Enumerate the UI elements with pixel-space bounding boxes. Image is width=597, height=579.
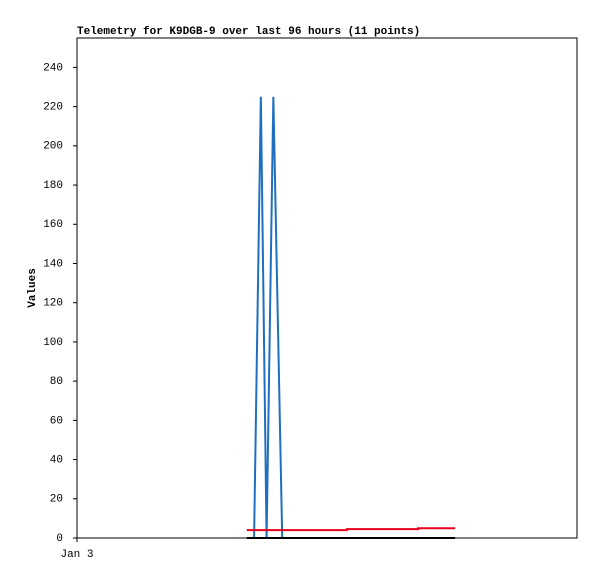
x-tick-label: Jan 3 xyxy=(60,549,93,561)
y-tick-label: 20 xyxy=(50,494,63,506)
y-tick-label: 240 xyxy=(43,62,63,74)
y-tick-label: 80 xyxy=(50,376,63,388)
y-tick-label: 220 xyxy=(43,102,63,114)
y-tick-label: 40 xyxy=(50,454,63,466)
chart-title: Telemetry for K9DGB-9 over last 96 hours… xyxy=(77,26,420,38)
y-tick-label: 160 xyxy=(43,219,63,231)
y-tick-label: 140 xyxy=(43,258,63,270)
y-tick-label: 180 xyxy=(43,180,63,192)
y-tick-label: 100 xyxy=(43,337,63,349)
series-line xyxy=(246,527,456,532)
y-tick-label: 200 xyxy=(43,141,63,153)
y-tick-label: 0 xyxy=(56,533,63,545)
y-axis-label: Values xyxy=(27,268,39,308)
y-tick-label: 120 xyxy=(43,298,63,310)
y-tick-label: 60 xyxy=(50,415,63,427)
